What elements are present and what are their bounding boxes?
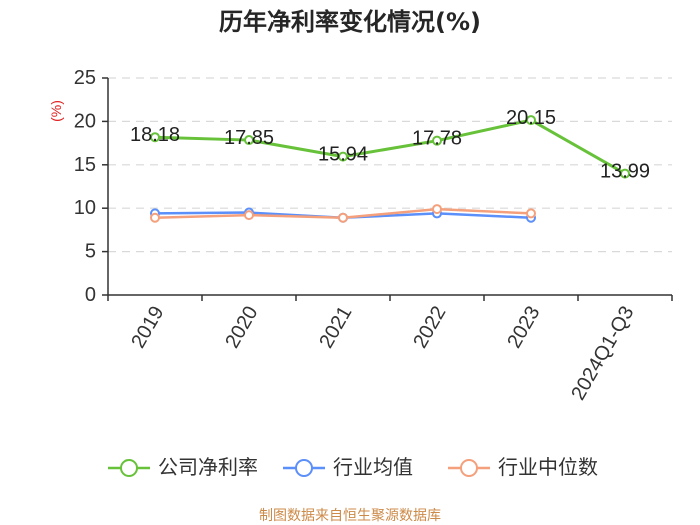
data-label-company-net-margin-2019: 18.18	[130, 124, 180, 146]
legend-label-industry-median: 行业中位数	[498, 456, 598, 479]
y-tick-label-15: 15	[74, 154, 96, 176]
legend-marker	[295, 459, 313, 477]
y-tick-label-25: 25	[74, 67, 96, 89]
data-point-company-net-margin-2024Q1-Q3	[620, 168, 630, 179]
legend-item-industry-average[interactable]: 行业均值	[283, 456, 413, 479]
y-tick-label-20: 20	[74, 110, 96, 132]
legend: 公司净利率 行业均值 行业中位数	[108, 456, 598, 479]
data-labels: 18.18 17.85 15.94 17.78 20.15 13.99	[130, 107, 650, 182]
data-point-industry-median-2019	[150, 212, 160, 223]
x-tick-label-2024Q1-Q3: 2024Q1-Q3	[567, 303, 638, 405]
series-group	[150, 115, 630, 223]
series-company-net-margin	[150, 115, 630, 179]
data-point-company-net-margin-2019	[150, 132, 160, 143]
x-tick-label-2021: 2021	[315, 303, 356, 353]
axes: 0 5 10 15 20 25 2019 2020 2021 2022 2023 2024Q1-Q3	[74, 67, 673, 405]
y-tick-label-5: 5	[85, 241, 96, 263]
chart-title: 历年净利率变化情况(%)	[219, 8, 481, 36]
data-point-company-net-margin-2023	[526, 115, 536, 126]
data-point-company-net-margin-2022	[432, 135, 442, 146]
gridlines	[108, 77, 672, 253]
data-point-company-net-margin-2020	[244, 135, 254, 146]
x-tick-label-2022: 2022	[409, 303, 450, 353]
data-point-industry-median-2021	[338, 212, 348, 223]
data-label-company-net-margin-2024Q1-Q3: 13.99	[600, 161, 650, 183]
legend-item-company-net-margin[interactable]: 公司净利率	[108, 456, 258, 479]
y-tick-label-10: 10	[74, 197, 96, 219]
x-tick-label-2019: 2019	[127, 303, 168, 353]
legend-label-company-net-margin: 公司净利率	[158, 456, 258, 479]
y-tick-label-0: 0	[85, 284, 96, 306]
legend-marker	[460, 459, 478, 477]
data-point-industry-median-2023	[526, 208, 536, 219]
data-point-company-net-margin-2021	[338, 151, 348, 162]
legend-item-industry-median[interactable]: 行业中位数	[448, 456, 598, 479]
data-label-company-net-margin-2023: 20.15	[506, 107, 556, 129]
data-label-company-net-margin-2021: 15.94	[318, 144, 368, 166]
legend-marker	[120, 459, 138, 477]
source-note: 制图数据来自恒生聚源数据库	[259, 507, 441, 523]
x-tick-label-2020: 2020	[221, 303, 262, 353]
legend-label-industry-average: 行业均值	[333, 456, 413, 479]
data-label-company-net-margin-2022: 17.78	[412, 128, 462, 150]
series-line-company-net-margin	[154, 118, 626, 175]
series-industry-median	[150, 204, 536, 223]
data-point-industry-median-2020	[244, 210, 254, 221]
x-tick-label-2023: 2023	[503, 303, 544, 353]
y-axis-label: (%)	[48, 100, 64, 122]
data-label-company-net-margin-2020: 17.85	[224, 127, 274, 149]
data-point-industry-median-2022	[432, 204, 442, 215]
